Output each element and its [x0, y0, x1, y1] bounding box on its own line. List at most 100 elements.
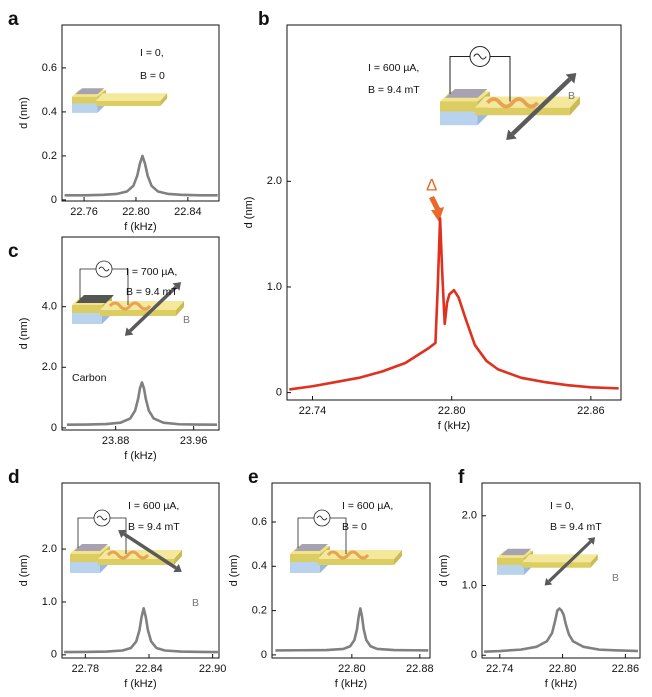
- x-tick-label: 22.74: [486, 663, 514, 675]
- ac-symbol: [473, 53, 487, 60]
- electrode: [445, 89, 488, 98]
- wire: [79, 268, 129, 305]
- data-line: [484, 607, 638, 654]
- y-axis-label: d (nm): [18, 318, 30, 350]
- cantilever-side: [590, 554, 598, 568]
- annotation: B: [192, 597, 199, 609]
- axes-frame: [286, 24, 622, 401]
- arrow-head: [172, 282, 182, 291]
- base-front: [440, 101, 478, 112]
- arrow-head: [124, 327, 134, 336]
- current-wave: [486, 97, 539, 109]
- cantilever-front: [318, 559, 394, 565]
- device-illustration: [290, 509, 402, 573]
- axes-frame: [481, 482, 641, 659]
- cantilever-top: [522, 554, 598, 563]
- electrode: [75, 88, 105, 95]
- device-illustration: [440, 46, 580, 141]
- y-tick-label: 0.4: [252, 560, 267, 572]
- arrow-head: [565, 72, 577, 84]
- annotation: I = 0,: [140, 47, 164, 59]
- y-tick-label: 2.0: [462, 510, 477, 522]
- x-tick-label: 22.86: [577, 405, 605, 417]
- cantilever-side: [394, 550, 402, 565]
- base-front: [72, 305, 102, 313]
- data-line: [64, 607, 218, 654]
- panel-letter: f: [458, 467, 465, 488]
- cantilever-side: [570, 96, 580, 116]
- wire: [77, 517, 127, 554]
- cantilever-front: [475, 107, 570, 116]
- base-front: [70, 554, 100, 562]
- arrow-head: [173, 563, 182, 573]
- current-wave: [106, 550, 150, 560]
- y-tick-label: 0: [471, 649, 477, 661]
- field-arrow: [128, 285, 178, 333]
- arrow-head: [587, 537, 596, 545]
- device-illustration: [72, 260, 184, 336]
- y-tick-label: 2.0: [42, 361, 57, 373]
- axes-frame: [271, 482, 431, 659]
- y-axis-label: d (nm): [438, 555, 450, 587]
- panel-letter: e: [248, 467, 259, 488]
- annotation: I = 600 µA,: [342, 500, 393, 512]
- x-axis-label: f (kHz): [335, 678, 367, 690]
- cantilever-side: [160, 93, 168, 107]
- device-illustration: [72, 88, 168, 113]
- cantilever-side: [174, 550, 182, 565]
- annotation: B = 9.4 mT: [126, 286, 178, 298]
- substrate: [290, 562, 320, 573]
- x-tick-label: 22.80: [122, 206, 150, 218]
- wire: [449, 56, 511, 102]
- x-tick-label: 22.84: [174, 206, 202, 218]
- delta-arrow: [429, 196, 444, 222]
- x-tick-label: 22.84: [135, 663, 163, 675]
- panel-letter: b: [258, 9, 270, 30]
- arrow-head: [118, 529, 127, 539]
- y-tick-label: 0.6: [252, 516, 267, 528]
- x-tick-label: 22.80: [338, 663, 366, 675]
- y-tick-label: 1.0: [462, 579, 477, 591]
- x-axis-label: f (kHz): [545, 678, 577, 690]
- x-axis-label: f (kHz): [124, 221, 156, 233]
- base-front: [72, 96, 98, 104]
- cantilever-side: [176, 301, 184, 316]
- data-line: [289, 217, 619, 391]
- x-tick-label: 22.88: [406, 663, 434, 675]
- cantilever-front: [95, 100, 161, 107]
- wire: [297, 517, 347, 554]
- x-tick-label: 23.88: [102, 435, 130, 447]
- y-axis-label: d (nm): [18, 555, 30, 587]
- cantilever-front: [100, 310, 176, 316]
- y-tick-label: 0: [261, 649, 267, 661]
- arrow-head: [506, 129, 517, 141]
- electrode: [500, 548, 532, 556]
- ac-symbol: [316, 515, 328, 521]
- y-tick-label: 2.0: [267, 175, 282, 187]
- y-tick-label: 0.2: [252, 605, 267, 617]
- ac-symbol: [98, 266, 110, 272]
- y-tick-label: 2.0: [42, 543, 57, 555]
- base-front: [290, 554, 320, 562]
- annotation: B = 0: [342, 521, 367, 533]
- annotation: B: [183, 314, 190, 326]
- annotation: I = 0,: [550, 500, 574, 512]
- annotation: Δ: [426, 175, 437, 194]
- electrode: [294, 544, 328, 551]
- y-tick-label: 0: [51, 649, 57, 661]
- substrate: [497, 565, 524, 575]
- field-arrow: [548, 540, 592, 583]
- x-tick-label: 22.80: [549, 663, 577, 675]
- y-axis-label: d (nm): [243, 197, 255, 229]
- data-line: [275, 607, 429, 652]
- electrode: [74, 544, 108, 551]
- y-axis-label: d (nm): [228, 555, 240, 587]
- y-tick-label: 0: [51, 194, 57, 206]
- annotation: I = 600 µA,: [128, 500, 179, 512]
- annotation: B = 0: [140, 70, 165, 82]
- annotation: B: [612, 572, 619, 584]
- y-tick-label: 0.4: [42, 106, 57, 118]
- annotation: I = 700 µA,: [126, 266, 177, 278]
- x-tick-label: 23.96: [180, 435, 208, 447]
- current-wave: [326, 550, 370, 560]
